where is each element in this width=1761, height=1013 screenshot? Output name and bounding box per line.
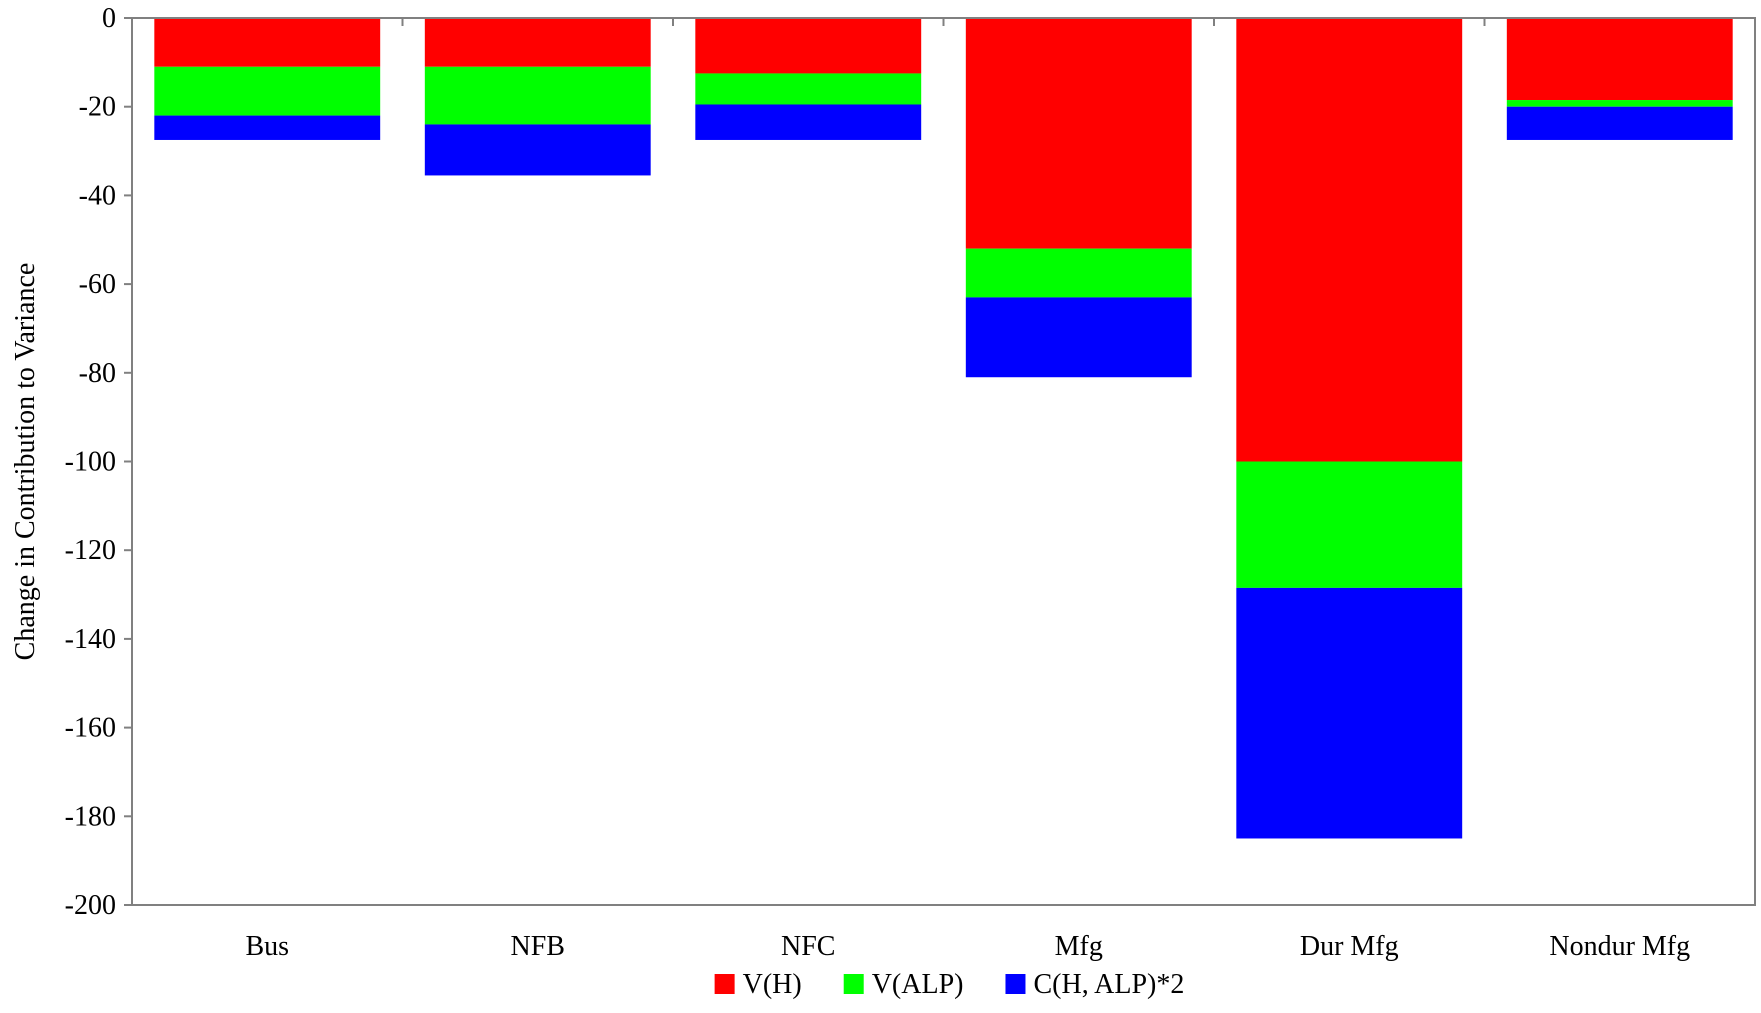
bar-segment-3-dur-mfg xyxy=(1236,587,1463,839)
bar-segment-2-nondur-mfg xyxy=(1506,100,1733,107)
bar-segment-1-dur-mfg xyxy=(1236,18,1463,462)
y-tick-labels: 0 -20 -40 -60 -80 -100 -120 -140 -160 -180 -200 xyxy=(65,3,116,921)
bar-segment-3-nfb xyxy=(424,124,651,176)
y-tick-label: -20 xyxy=(79,92,116,123)
bar-segment-1-mfg xyxy=(965,18,1192,249)
plot-frame xyxy=(131,17,1756,906)
bar-segment-3-mfg xyxy=(965,297,1192,378)
legend-swatch xyxy=(714,974,735,994)
bar-segment-2-nfc xyxy=(695,73,922,105)
x-tick-label: Nondur Mfg xyxy=(1549,931,1690,962)
bar-segment-2-bus xyxy=(154,66,381,116)
x-tick-labels: Bus NFB NFC Mfg Dur Mfg Nondur Mfg xyxy=(245,931,1690,962)
x-tick-label: NFC xyxy=(781,931,835,962)
y-tick-label: 0 xyxy=(102,3,116,34)
legend-swatch xyxy=(1005,974,1026,994)
legend: V(H) V(ALP) C(H, ALP)*2 xyxy=(714,969,1184,1000)
legend-item: V(H) xyxy=(714,969,802,1000)
legend-swatch xyxy=(843,974,864,994)
y-tick-label: -120 xyxy=(65,535,116,566)
x-tick-label: Mfg xyxy=(1055,931,1103,962)
x-tick-label: Bus xyxy=(245,931,289,962)
y-tick-label: -200 xyxy=(65,890,116,921)
bar-segment-2-nfb xyxy=(424,66,651,125)
y-tick-label: -40 xyxy=(79,180,116,211)
axes-layer xyxy=(124,17,1756,906)
y-tick-label: -80 xyxy=(79,358,116,389)
bar-segment-1-nondur-mfg xyxy=(1506,18,1733,101)
x-tick-label: NFB xyxy=(511,931,565,962)
bar-segment-2-mfg xyxy=(965,248,1192,298)
legend-item: V(ALP) xyxy=(843,969,964,1000)
bar-segment-3-nfc xyxy=(695,104,922,140)
bar-segment-1-nfb xyxy=(424,18,651,67)
legend-label: V(ALP) xyxy=(872,969,964,1000)
legend-label: V(H) xyxy=(743,969,802,1000)
legend-label: C(H, ALP)*2 xyxy=(1033,969,1184,1000)
bars-layer xyxy=(154,18,1733,839)
y-tick-label: -60 xyxy=(79,269,116,300)
bar-segment-1-nfc xyxy=(695,18,922,74)
y-tick-label: -180 xyxy=(65,801,116,832)
bar-segment-2-dur-mfg xyxy=(1236,461,1463,588)
legend-item: C(H, ALP)*2 xyxy=(1005,969,1184,1000)
x-tick-label: Dur Mfg xyxy=(1300,931,1399,962)
y-tick-label: -100 xyxy=(65,447,116,478)
y-tick-label: -140 xyxy=(65,624,116,655)
y-tick-label: -160 xyxy=(65,713,116,744)
bar-segment-3-bus xyxy=(154,115,381,140)
y-axis-title: Change in Contribution to Variance xyxy=(10,263,41,661)
bar-segment-1-bus xyxy=(154,18,381,67)
bar-segment-3-nondur-mfg xyxy=(1506,106,1733,140)
